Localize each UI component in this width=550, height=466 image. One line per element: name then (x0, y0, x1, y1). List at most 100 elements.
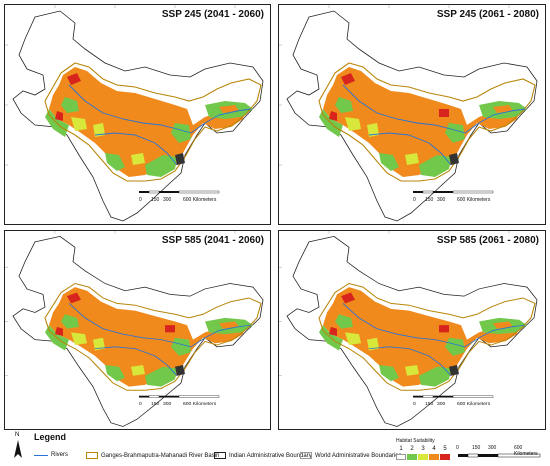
habitat-class-label: 3 (421, 446, 425, 452)
river-line (68, 303, 192, 348)
habitat-class2-area (145, 155, 177, 177)
habitat-class2-area (145, 366, 177, 387)
habitat-class5-area (439, 109, 449, 117)
habitat-northeast-core (493, 321, 513, 329)
river-line (190, 324, 252, 348)
river-line (368, 132, 430, 144)
habitat-class3-area (93, 123, 105, 137)
delta-region (175, 364, 185, 376)
legend-item-rivers: Rivers (34, 452, 68, 458)
river-line (368, 346, 430, 357)
panel-scale-bar: 0 150 300 600 Kilometers (139, 190, 220, 203)
habitat-class2-area (419, 155, 451, 177)
panel-scale-tick: 0 (413, 197, 416, 203)
scale-tick: 600 Kilometers (514, 445, 538, 457)
panel-title: SSP 585 (2061 - 2080) (436, 235, 539, 246)
panel-scale-tick: 600 Kilometers (183, 197, 217, 203)
habitat-class2-area (335, 97, 353, 113)
river-line (342, 84, 466, 134)
river-line (342, 303, 466, 348)
map-panel-2: 0 150 300 600 Kilometers SSP 245 (2061 - 20… (278, 4, 546, 225)
scale-tick: 0 (456, 445, 459, 451)
delta-region (449, 364, 459, 376)
habitat-fill (323, 287, 519, 387)
habitat-class3-area (367, 337, 379, 351)
river-line (68, 84, 192, 134)
habitat-class5-area (329, 111, 337, 121)
basin-boundary (44, 62, 262, 182)
habitat-class2-area (379, 153, 399, 171)
legend-item-basin: Ganges-Brahmaputra-Mahanadi River Basin (86, 452, 219, 459)
habitat-class5-area (67, 292, 81, 304)
panel-scale-tick: 150 (151, 197, 160, 203)
panel-scale-tick: 300 (437, 401, 446, 407)
habitat-class3-area (345, 332, 361, 346)
habitat-class2-area (445, 337, 465, 356)
delta-region (449, 153, 459, 165)
river-line (94, 346, 156, 357)
habitat-class2-area (171, 337, 191, 356)
world-boundary-box-icon (300, 452, 312, 459)
habitat-class3-area (71, 117, 87, 131)
river-line (94, 132, 156, 144)
habitat-map-4: 0 150 300 600 Kilometers (279, 231, 538, 427)
panel-scale-tick: 300 (163, 197, 172, 203)
habitat-class5-area (341, 73, 355, 85)
north-label: N (15, 432, 20, 438)
basin-boundary (318, 62, 536, 182)
habitat-fill (49, 287, 245, 387)
panel-title: SSP 245 (2041 - 2060) (161, 9, 264, 20)
habitat-class-label: 5 (443, 446, 447, 452)
habitat-class5-area (439, 325, 449, 333)
panel-scale-tick: 600 Kilometers (457, 197, 491, 203)
river-line (464, 108, 526, 134)
river-line (154, 142, 178, 166)
habitat-class2-area (105, 364, 125, 382)
river-line-icon (34, 454, 48, 456)
panel-scale-tick: 150 (151, 401, 160, 407)
habitat-class-swatch-5 (440, 454, 450, 460)
panel-scale-tick: 300 (437, 197, 446, 203)
habitat-class3-area (71, 332, 87, 346)
habitat-northeast-core (219, 321, 239, 329)
habitat-class3-area (367, 123, 379, 137)
scale-tick: 300 (488, 445, 497, 451)
panel-scale-tick: 300 (163, 401, 172, 407)
habitat-class3-area (405, 153, 419, 165)
map-panel-1: 0 150 300 600 Kilometers SSP 245 (2041 - 20… (4, 4, 271, 225)
habitat-class3-area (131, 364, 145, 376)
habitat-class3-area (131, 153, 145, 165)
basin-boundary (318, 282, 536, 391)
panel-title: SSP 245 (2061 - 2080) (436, 9, 539, 20)
habitat-map-3: 0 150 300 600 Kilometers (5, 231, 264, 427)
panel-scale-tick: 600 Kilometers (457, 401, 491, 407)
panel-scale-bar: 0 150 300 600 Kilometers (413, 395, 494, 407)
habitat-class3-area (405, 364, 419, 376)
legend-title: Legend (34, 432, 67, 442)
river-line (154, 355, 178, 377)
panel-scale-tick: 150 (425, 401, 434, 407)
habitat-class3-area (345, 117, 361, 131)
basin-box-icon (86, 452, 98, 459)
habitat-map-2: 0 150 300 600 Kilometers (279, 5, 538, 222)
scale-tick: 150 (472, 445, 481, 451)
habitat-class-swatch-2 (407, 454, 417, 460)
habitat-fill (323, 67, 519, 177)
panel-scale-tick: 600 Kilometers (183, 401, 217, 407)
panel-title: SSP 585 (2041 - 2060) (161, 235, 264, 246)
habitat-class-swatch-1 (396, 454, 406, 460)
habitat-class2-area (419, 366, 451, 387)
habitat-class5-area (55, 326, 63, 336)
panel-scale-tick: 0 (139, 401, 142, 407)
habitat-class5-area (329, 326, 337, 336)
habitat-legend-title: Habitat Suitability (396, 438, 435, 444)
india-boundary-box-icon (214, 452, 226, 459)
basin-boundary (44, 282, 262, 391)
habitat-class5-area (165, 325, 175, 333)
legend-item-world-boundary: World Administrative Boundaries (300, 452, 402, 459)
habitat-class-swatch-3 (418, 454, 428, 460)
habitat-class-label: 2 (410, 446, 414, 452)
habitat-class2-area (335, 314, 353, 329)
habitat-class-swatch-4 (429, 454, 439, 460)
habitat-class5-area (55, 111, 63, 121)
